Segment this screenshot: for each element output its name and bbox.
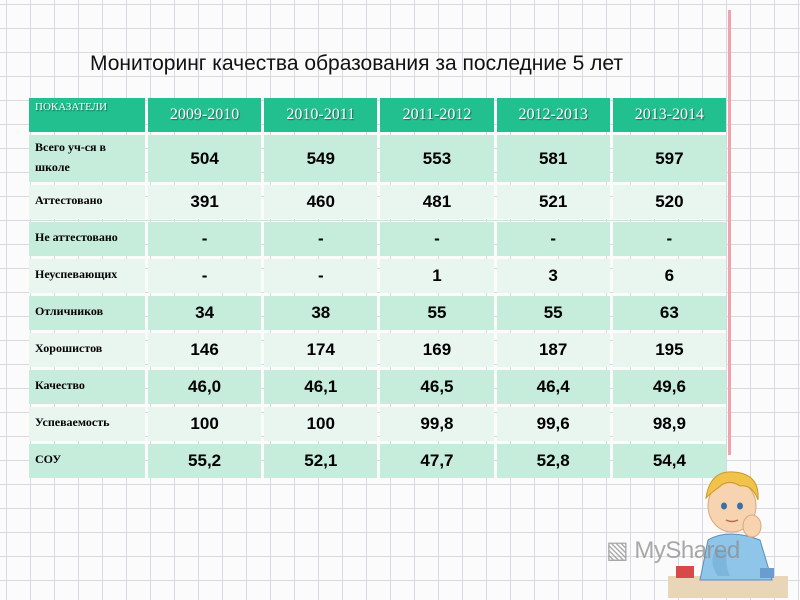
table-row: Отличников 34 38 55 55 63 (29, 296, 726, 330)
table-cell: 47,7 (380, 444, 494, 478)
table-cell: 146 (148, 333, 262, 367)
table-header-row: ПОКАЗАТЕЛИ 2009-2010 2010-2011 2011-2012… (29, 98, 726, 132)
table-cell: 100 (264, 407, 378, 441)
table-cell: 549 (264, 135, 378, 182)
monitoring-table: ПОКАЗАТЕЛИ 2009-2010 2010-2011 2011-2012… (26, 95, 729, 481)
table-cell: - (612, 222, 726, 256)
table-cell: 100 (148, 407, 262, 441)
table-cell: 55 (496, 296, 610, 330)
table-cell: 597 (612, 135, 726, 182)
table-row: Хорошистов 146 174 169 187 195 (29, 333, 726, 367)
table-cell: 63 (612, 296, 726, 330)
table-cell: 99,8 (380, 407, 494, 441)
table-cell: 504 (148, 135, 262, 182)
table-cell: 55 (380, 296, 494, 330)
table-cell: - (380, 222, 494, 256)
table-cell: 38 (264, 296, 378, 330)
table-row: Успеваемость 100 100 99,8 99,6 98,9 (29, 407, 726, 441)
table-cell: 520 (612, 185, 726, 219)
table-row: Всего уч-ся в школе 504 549 553 581 597 (29, 135, 726, 182)
myshared-watermark: ▧ MyShared (606, 536, 740, 565)
table-cell: 54,4 (612, 444, 726, 478)
row-label: СОУ (29, 444, 145, 478)
table-cell: 553 (380, 135, 494, 182)
table-cell: 6 (612, 259, 726, 293)
table-cell: 99,6 (496, 407, 610, 441)
table-cell: 52,8 (496, 444, 610, 478)
header-year: 2013-2014 (612, 98, 726, 132)
row-label: Хорошистов (29, 333, 145, 367)
row-label: Отличников (29, 296, 145, 330)
header-year: 2011-2012 (380, 98, 494, 132)
table-cell: 195 (612, 333, 726, 367)
table-cell: 34 (148, 296, 262, 330)
table-cell: 460 (264, 185, 378, 219)
table-cell: 55,2 (148, 444, 262, 478)
table-row: Качество 46,0 46,1 46,5 46,4 49,6 (29, 370, 726, 404)
watermark-text: MyShared (634, 537, 740, 564)
table-cell: 1 (380, 259, 494, 293)
table-cell: 391 (148, 185, 262, 219)
table-cell: - (264, 259, 378, 293)
table-cell: 98,9 (612, 407, 726, 441)
table-row: Аттестовано 391 460 481 521 520 (29, 185, 726, 219)
thinking-boy-illustration (668, 471, 788, 598)
table-cell: 169 (380, 333, 494, 367)
header-year: 2010-2011 (264, 98, 378, 132)
notebook-margin-line (728, 10, 731, 455)
table-row: СОУ 55,2 52,1 47,7 52,8 54,4 (29, 444, 726, 478)
table-cell: 49,6 (612, 370, 726, 404)
table-cell: - (264, 222, 378, 256)
table-cell: 3 (496, 259, 610, 293)
table-cell: - (148, 259, 262, 293)
row-label: Качество (29, 370, 145, 404)
page-title: Мониторинг качества образования за после… (90, 52, 623, 75)
header-year: 2009-2010 (148, 98, 262, 132)
myshared-logo-icon: ▧ (606, 537, 629, 564)
row-label: Успеваемость (29, 407, 145, 441)
table-cell: 187 (496, 333, 610, 367)
row-label: Не аттестовано (29, 222, 145, 256)
table-cell: 52,1 (264, 444, 378, 478)
table-cell: 46,1 (264, 370, 378, 404)
table-cell: 46,4 (496, 370, 610, 404)
table-cell: 174 (264, 333, 378, 367)
header-year: 2012-2013 (496, 98, 610, 132)
table-row: Не аттестовано - - - - - (29, 222, 726, 256)
row-label: Неуспевающих (29, 259, 145, 293)
table-cell: - (148, 222, 262, 256)
row-label: Всего уч-ся в школе (29, 135, 145, 182)
table-cell: 581 (496, 135, 610, 182)
table-cell: 481 (380, 185, 494, 219)
table-cell: 46,5 (380, 370, 494, 404)
table-cell: 521 (496, 185, 610, 219)
table-cell: - (496, 222, 610, 256)
row-label: Аттестовано (29, 185, 145, 219)
header-indicators: ПОКАЗАТЕЛИ (29, 98, 145, 132)
table-row: Неуспевающих - - 1 3 6 (29, 259, 726, 293)
table-cell: 46,0 (148, 370, 262, 404)
